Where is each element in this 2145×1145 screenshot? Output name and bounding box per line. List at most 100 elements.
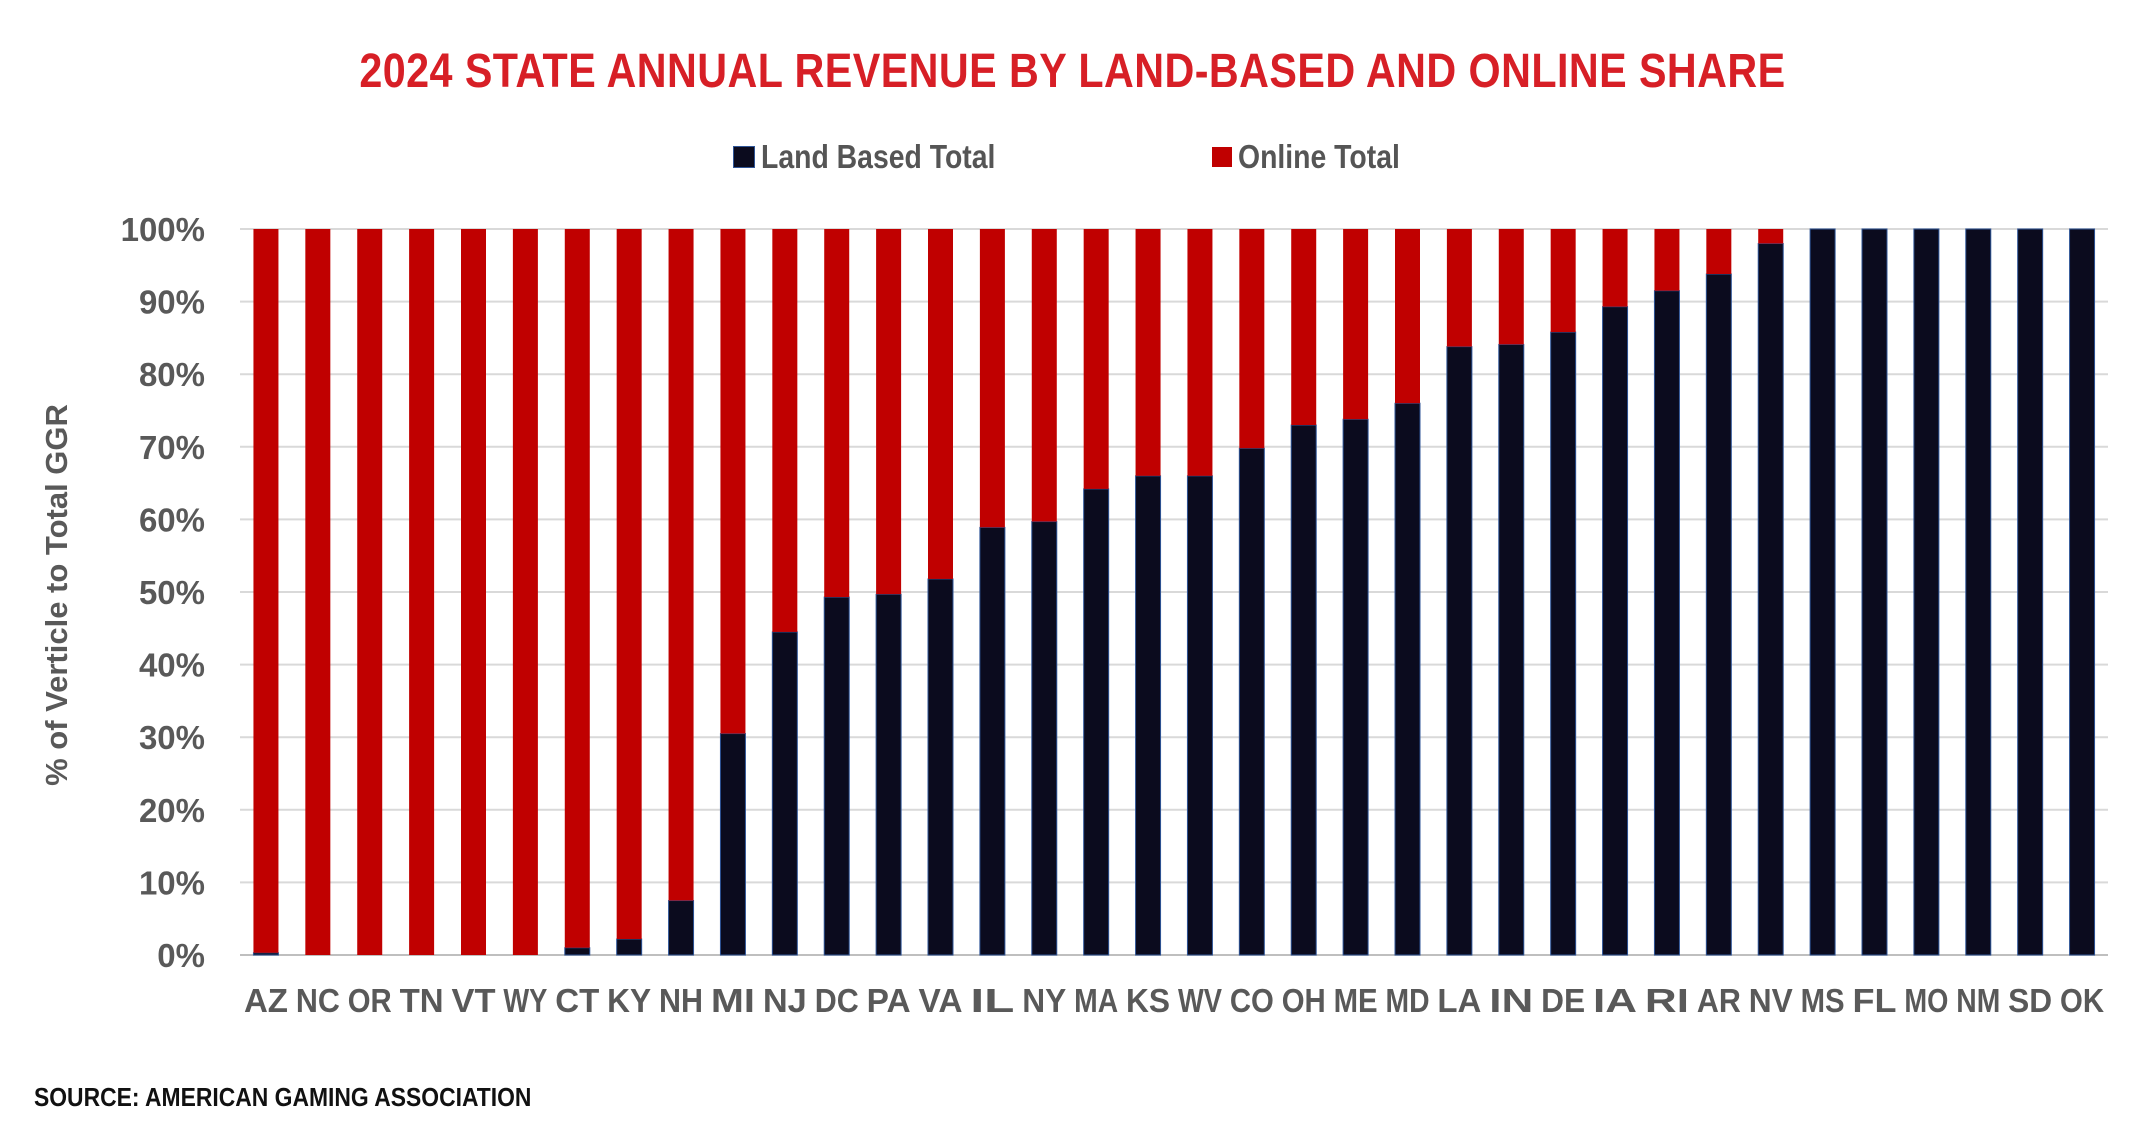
- bar-land-based: [1031, 521, 1058, 956]
- bar-online: [409, 229, 435, 955]
- bar-land-based: [1238, 447, 1265, 956]
- x-category-label: RI: [1645, 982, 1689, 1019]
- y-tick-label: 50%: [139, 574, 205, 611]
- bar-online: [1031, 229, 1057, 522]
- x-category-label: MD: [1386, 982, 1430, 1019]
- bar-online: [979, 229, 1005, 528]
- x-category-label: OK: [2060, 982, 2104, 1019]
- bar-online: [616, 229, 642, 940]
- bar-land-based: [823, 596, 850, 956]
- bar-land-based: [979, 526, 1006, 956]
- x-category-label: SD: [2008, 982, 2052, 1019]
- bar-online: [1083, 229, 1109, 489]
- bar-online: [1654, 229, 1680, 291]
- bar-online: [1498, 229, 1524, 345]
- bar-online: [1291, 229, 1317, 426]
- bars: [252, 228, 2096, 956]
- source-note: SOURCE: AMERICAN GAMING ASSOCIATION: [34, 1082, 532, 1112]
- x-category-label: CO: [1230, 982, 1274, 1019]
- y-tick-label: 70%: [139, 429, 205, 466]
- bar-online: [512, 229, 538, 955]
- legend-item-land-based: Land Based Total: [733, 138, 1034, 176]
- bar-land-based: [1135, 475, 1162, 956]
- x-category-label: OH: [1282, 982, 1326, 1019]
- bar-online: [1135, 229, 1161, 476]
- bar-online: [357, 229, 383, 955]
- x-category-label: NH: [659, 982, 703, 1019]
- y-tick-label: 10%: [139, 864, 205, 901]
- bar-land-based: [2069, 228, 2096, 956]
- bar-land-based: [1186, 475, 1213, 956]
- bar-online: [461, 229, 486, 955]
- legend-label-online: Online Total: [1238, 138, 1400, 175]
- bar-online: [824, 229, 850, 598]
- y-tick-label: 60%: [139, 501, 205, 538]
- x-category-label: MA: [1074, 982, 1118, 1019]
- y-tick-label: 80%: [139, 356, 205, 393]
- x-category-label: DC: [815, 982, 859, 1019]
- x-category-label: PA: [867, 982, 911, 1019]
- bar-land-based: [1083, 488, 1110, 956]
- y-tick-label: 20%: [139, 792, 205, 829]
- bar-online: [1239, 229, 1265, 449]
- bar-land-based: [1394, 402, 1421, 956]
- legend-item-online: Online Total: [1212, 138, 1426, 176]
- bar-land-based: [1809, 228, 1836, 956]
- x-category-label: NC: [296, 982, 340, 1019]
- bar-online: [928, 229, 953, 579]
- legend-swatch-online: [1212, 147, 1232, 167]
- bar-land-based: [1290, 424, 1317, 956]
- bar-online: [876, 229, 902, 595]
- bar-online: [1758, 229, 1784, 244]
- x-category-label: TN: [400, 982, 444, 1019]
- x-category-label: FL: [1853, 982, 1897, 1019]
- bar-land-based: [616, 938, 643, 956]
- x-category-label: OR: [348, 982, 392, 1019]
- bar-land-based: [1342, 418, 1369, 956]
- chart-legend: Land Based Total Online Total: [0, 138, 2145, 178]
- x-category-label: VT: [452, 982, 496, 1019]
- bar-land-based: [1602, 306, 1629, 956]
- bar-land-based: [1705, 273, 1732, 956]
- x-category-label: AZ: [244, 982, 288, 1019]
- bar-online: [1395, 229, 1420, 404]
- bar-land-based: [668, 900, 695, 956]
- bar-land-based: [771, 631, 798, 956]
- x-category-label: DE: [1541, 982, 1585, 1019]
- bar-land-based: [927, 578, 954, 956]
- bar-online: [564, 229, 590, 948]
- bar-land-based: [1498, 343, 1525, 956]
- x-category-label: KS: [1126, 982, 1170, 1019]
- bar-land-based: [719, 733, 746, 956]
- bar-online: [1550, 229, 1576, 333]
- x-axis-labels: AZ NC OR TN VT WY CT KY NH MI NJ DC PA VA IL NY MA KS WV CO…: [244, 982, 2104, 1019]
- bar-land-based: [1913, 228, 1940, 956]
- bar-land-based: [1861, 228, 1888, 956]
- x-category-label: NY: [1022, 982, 1066, 1019]
- bar-online: [1343, 229, 1369, 420]
- legend-swatch-land-based: [733, 146, 755, 168]
- gridlines: [240, 228, 2108, 956]
- y-tick-label: 40%: [139, 647, 205, 684]
- y-tick-label: 90%: [139, 284, 205, 321]
- bar-land-based: [1965, 228, 1992, 956]
- x-category-label: NM: [1956, 982, 2000, 1019]
- bar-land-based: [875, 593, 902, 956]
- x-category-label: LA: [1437, 982, 1481, 1019]
- y-axis-title: % of Verticle to Total GGR: [39, 404, 74, 786]
- x-category-label: CT: [555, 982, 599, 1019]
- y-tick-label: 30%: [139, 719, 205, 756]
- legend-label-land-based: Land Based Total: [761, 138, 996, 175]
- bar-land-based: [252, 952, 279, 956]
- bar-online: [1602, 229, 1628, 307]
- bar-online: [253, 229, 279, 953]
- x-category-label: IA: [1593, 982, 1637, 1019]
- bar-online: [1187, 229, 1213, 476]
- bar-online: [305, 229, 331, 955]
- x-category-label: VA: [919, 982, 963, 1019]
- bar-land-based: [2017, 228, 2044, 956]
- x-category-label: AR: [1697, 982, 1741, 1019]
- bar-land-based: [1550, 331, 1577, 956]
- bar-land-based: [564, 947, 591, 956]
- x-category-label: MS: [1801, 982, 1845, 1019]
